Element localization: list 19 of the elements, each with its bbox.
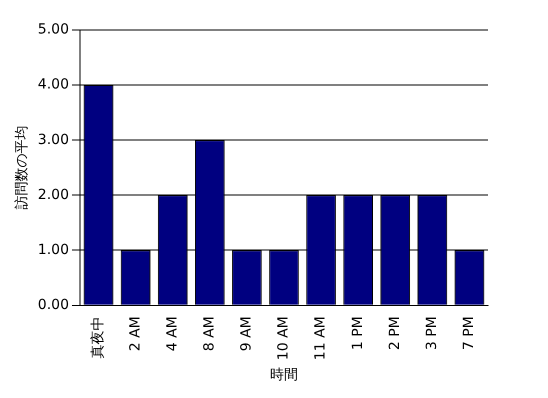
- x-tick-label: 9 AM: [238, 316, 255, 352]
- y-tick-label: 3.00: [38, 132, 69, 148]
- x-tick-label: 10 AM: [276, 316, 292, 360]
- y-tick-label: 2.00: [38, 186, 69, 203]
- x-axis-title: 時間: [270, 367, 298, 384]
- x-tick-label: 3 PM: [424, 316, 440, 350]
- y-tick-label: 1.00: [38, 242, 69, 258]
- x-tick-label: 4 AM: [164, 316, 180, 352]
- x-tick-label: 2 AM: [127, 316, 144, 352]
- x-tick-label: 7 PM: [461, 316, 478, 350]
- y-tick-label: 5.00: [38, 22, 69, 38]
- x-tick-label: 真夜中: [90, 316, 106, 358]
- y-tick-label: 4.00: [38, 76, 69, 93]
- x-tick-label: 11 AM: [312, 316, 329, 360]
- y-tick-label: 0.00: [38, 296, 69, 313]
- x-tick-label: 1 PM: [350, 316, 366, 350]
- x-tick-label: 8 AM: [201, 316, 218, 352]
- x-tick-label: 2 PM: [386, 316, 403, 350]
- y-axis-title: 訪問数の平均: [14, 126, 30, 210]
